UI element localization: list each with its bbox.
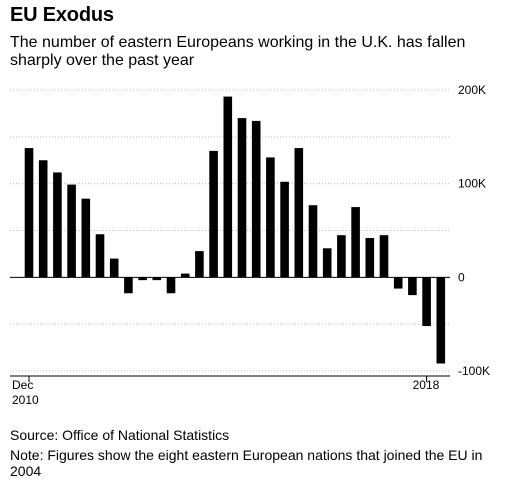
- bar: [422, 277, 431, 327]
- bar: [237, 118, 247, 278]
- source-note: Source: Office of National Statistics: [10, 427, 230, 443]
- bar: [379, 235, 389, 278]
- x-tick-sublabel: 2010: [12, 393, 39, 407]
- bar: [393, 277, 403, 289]
- bar: [337, 235, 346, 278]
- y-tick-label: -100K: [458, 364, 490, 378]
- y-tick-label: 100K: [458, 177, 486, 191]
- bar: [67, 184, 76, 278]
- bar: [351, 207, 360, 278]
- bar: [38, 160, 48, 278]
- bar: [95, 234, 105, 278]
- x-tick-label: 2018: [413, 378, 440, 392]
- bar: [322, 248, 332, 278]
- bar: [24, 148, 34, 278]
- bar: [408, 277, 417, 296]
- bar: [209, 150, 218, 278]
- x-tick-label: Dec: [12, 378, 33, 392]
- footnote: Note: Figures show the eight eastern Eur…: [10, 447, 483, 479]
- y-tick-label: 0: [458, 270, 465, 284]
- bar: [138, 277, 147, 281]
- bar: [180, 273, 190, 278]
- bar: [124, 277, 133, 294]
- bar: [152, 277, 162, 281]
- bar: [251, 120, 261, 278]
- bar: [266, 157, 275, 278]
- bar: [81, 198, 91, 278]
- chart-title: EU Exodus: [10, 4, 114, 26]
- bar: [280, 181, 289, 278]
- bar: [166, 277, 176, 294]
- bar: [53, 172, 62, 278]
- bars: [24, 96, 446, 364]
- bar: [195, 251, 204, 278]
- bar: [308, 205, 318, 278]
- bar: [294, 148, 304, 278]
- bar: [436, 277, 446, 364]
- bar: [109, 258, 119, 278]
- gridlines: [10, 89, 450, 372]
- chart-subtitle: The number of eastern Europeans working …: [10, 34, 466, 69]
- y-tick-label: 200K: [458, 83, 486, 97]
- bar: [365, 237, 375, 278]
- bar: [223, 96, 233, 278]
- axes: [10, 276, 450, 382]
